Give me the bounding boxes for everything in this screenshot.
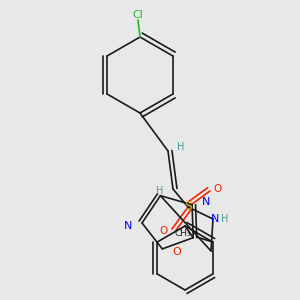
Text: CH₃: CH₃: [174, 230, 191, 238]
Text: N: N: [202, 197, 210, 207]
Text: N: N: [211, 214, 219, 224]
Text: H: H: [221, 214, 229, 224]
Text: O: O: [214, 184, 222, 194]
Text: N: N: [124, 221, 132, 231]
Text: O: O: [172, 247, 181, 257]
Text: Cl: Cl: [133, 10, 143, 20]
Text: S: S: [184, 200, 192, 214]
Text: H: H: [177, 142, 185, 152]
Text: O: O: [160, 226, 168, 236]
Text: H: H: [156, 186, 164, 196]
